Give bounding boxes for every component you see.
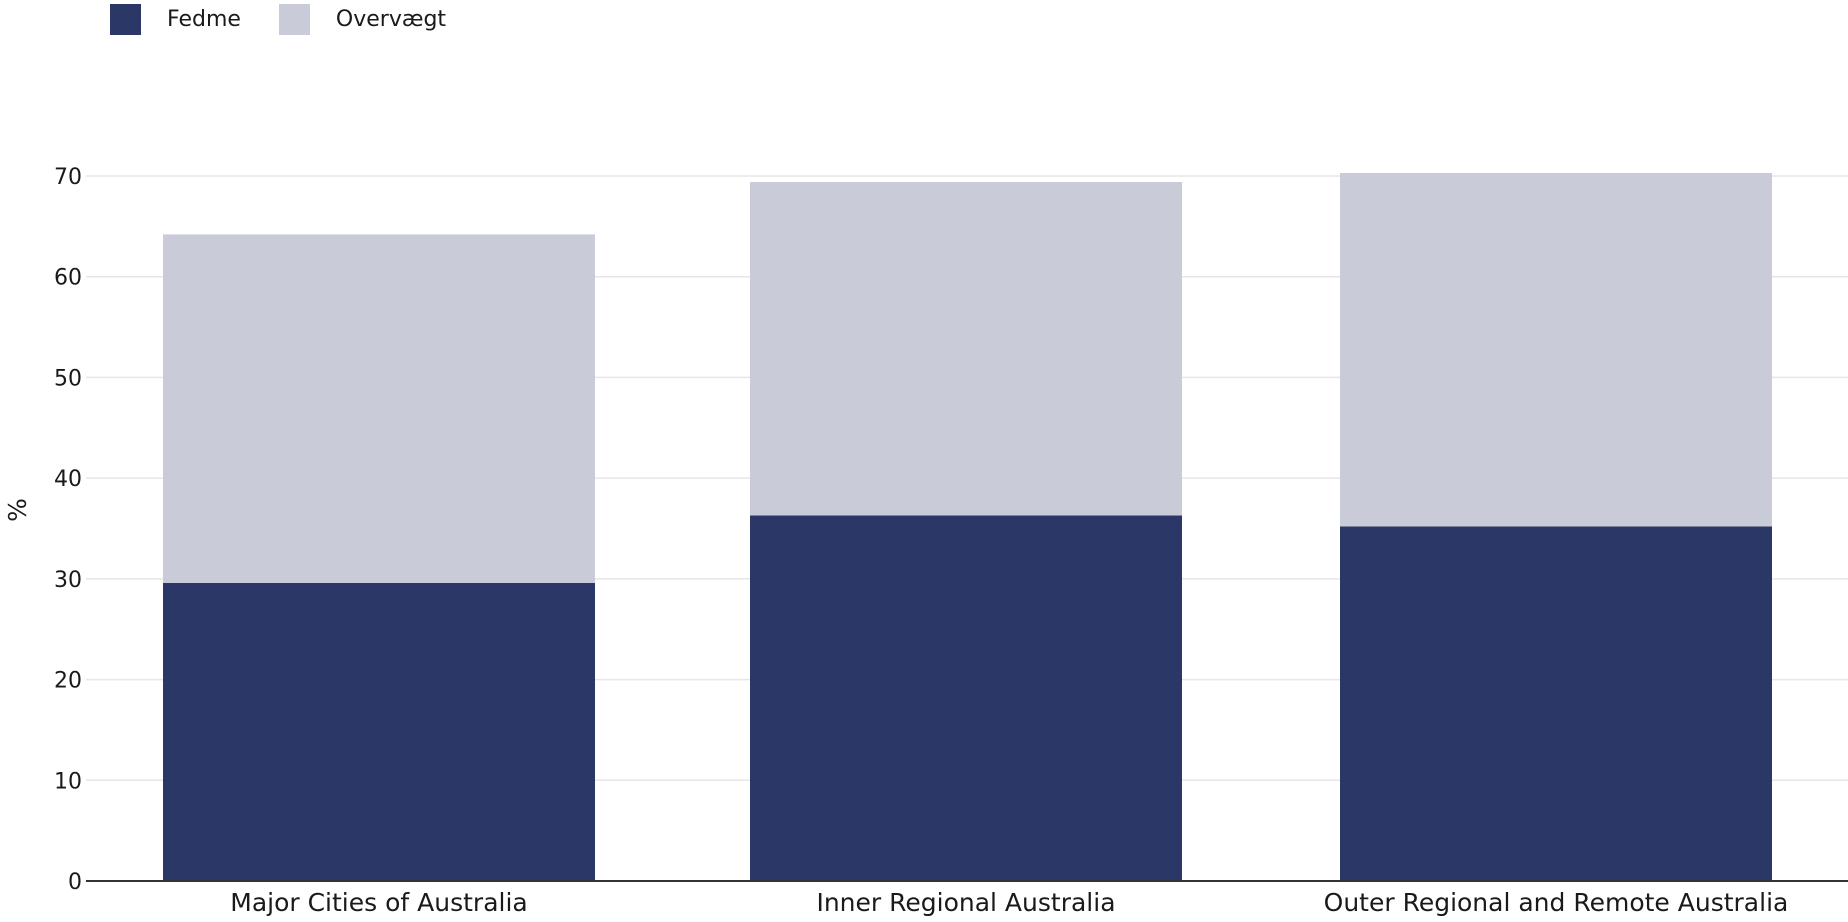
bar-fedme-1[interactable] — [750, 515, 1182, 881]
x-tick-label-0: Major Cities of Australia — [230, 888, 528, 917]
y-tick-label-70: 70 — [54, 165, 82, 190]
y-tick-label-0: 0 — [68, 870, 82, 895]
axes: 0 10 20 30 40 50 60 70 Major Cities of Australia… — [3, 165, 1848, 917]
bar-fedme-2[interactable] — [1340, 526, 1772, 881]
legend-swatch-overvaegt — [278, 4, 310, 35]
legend-label-overvaegt: Overvægt — [335, 7, 447, 32]
legend: Fedme Overvægt — [110, 4, 446, 35]
bar-overvaegt-0[interactable] — [163, 234, 595, 583]
legend-label-fedme: Fedme — [167, 7, 241, 32]
y-tick-label-10: 10 — [54, 769, 82, 794]
y-tick-label-20: 20 — [54, 669, 82, 694]
bar-overvaegt-2[interactable] — [1340, 172, 1772, 527]
bar-overvaegt-1[interactable] — [750, 182, 1182, 516]
y-axis-title: % — [3, 498, 32, 522]
legend-item-fedme[interactable]: Fedme — [110, 4, 241, 35]
bar-fedme-0[interactable] — [163, 582, 595, 881]
bars — [163, 172, 1772, 881]
y-tick-label-30: 30 — [54, 568, 82, 593]
legend-swatch-fedme — [110, 4, 141, 35]
y-tick-label-50: 50 — [54, 366, 82, 391]
y-tick-label-60: 60 — [54, 266, 82, 291]
y-tick-label-40: 40 — [54, 467, 82, 492]
legend-item-overvaegt[interactable]: Overvægt — [278, 4, 447, 35]
x-tick-label-2: Outer Regional and Remote Australia — [1324, 888, 1789, 917]
x-tick-label-1: Inner Regional Australia — [816, 888, 1115, 917]
